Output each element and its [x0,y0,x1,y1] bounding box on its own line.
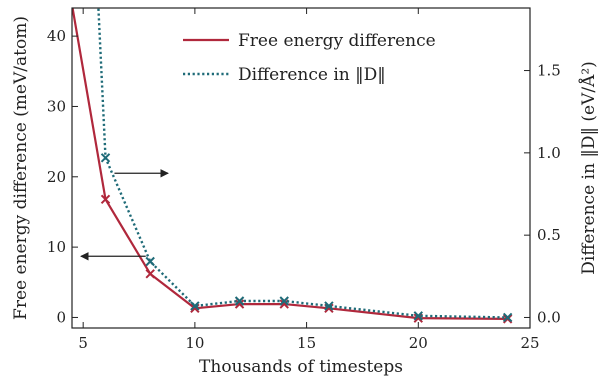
marker-stroke-b [234,299,245,309]
y-left-tick-label-30: 30 [47,97,66,115]
series-0-point-4 [234,299,245,309]
series-1-point-6 [324,301,334,311]
legend: Free energy difference Difference in ‖D‖ [183,31,436,85]
marker-stroke-b [100,153,111,163]
y-right-tick-label-0: 0.0 [537,308,561,326]
series-1-point-2 [145,256,155,267]
ticks-layer: 5 10 15 20 25 0 10 20 30 40 0.0 0.5 1.0 1.5 [47,8,561,352]
y-right-tick-label-2: 1.0 [537,144,561,162]
marker-stroke-b [279,296,289,306]
series-layer [72,8,513,324]
marker-stroke-b [100,194,111,205]
series-1-point-3 [190,301,200,311]
series-clip-group [72,8,513,324]
plot-frame [71,7,531,329]
marker-stroke-b [145,256,155,267]
series-1-point-1 [100,153,111,163]
x-tick-label-10: 10 [185,334,204,352]
series-1-point-8 [502,312,513,323]
marker-stroke-b [502,312,513,323]
series-1-point-5 [279,296,289,306]
marker-stroke-b [279,299,289,309]
legend-label-free-energy: Free energy difference [238,31,436,51]
x-tick-label-25: 25 [520,334,539,352]
y-right-tick-label-1: 0.5 [537,226,561,244]
y-axis-label-right: Difference in ‖D‖ (eV/Å²) [578,61,599,275]
y-left-tick-label-20: 20 [47,168,66,186]
series-0-point-1 [100,194,111,205]
y-right-tick-label-3: 1.5 [537,62,561,80]
y-left-tick-label-0: 0 [56,308,66,326]
annotation-layer [80,169,169,261]
x-tick-label-20: 20 [409,334,428,352]
marker-stroke-b [145,269,155,279]
marker-stroke-b [324,301,334,311]
marker-stroke-b [190,301,200,311]
x-tick-label-5: 5 [78,334,88,352]
series-0-point-5 [279,299,289,309]
x-tick-label-15: 15 [297,334,316,352]
legend-label-difference-d: Difference in ‖D‖ [238,65,386,85]
marker-stroke-b [413,311,423,321]
y-left-tick-label-40: 40 [47,27,66,45]
y-left-tick-label-10: 10 [47,238,66,256]
series-1-point-4 [234,296,245,306]
y-axis-label-left: Free energy difference (meV/atom) [11,16,31,320]
series-0-point-2 [145,269,155,279]
series-1-point-7 [413,311,423,321]
marker-stroke-b [234,296,245,306]
x-axis-label: Thousands of timesteps [199,357,403,377]
